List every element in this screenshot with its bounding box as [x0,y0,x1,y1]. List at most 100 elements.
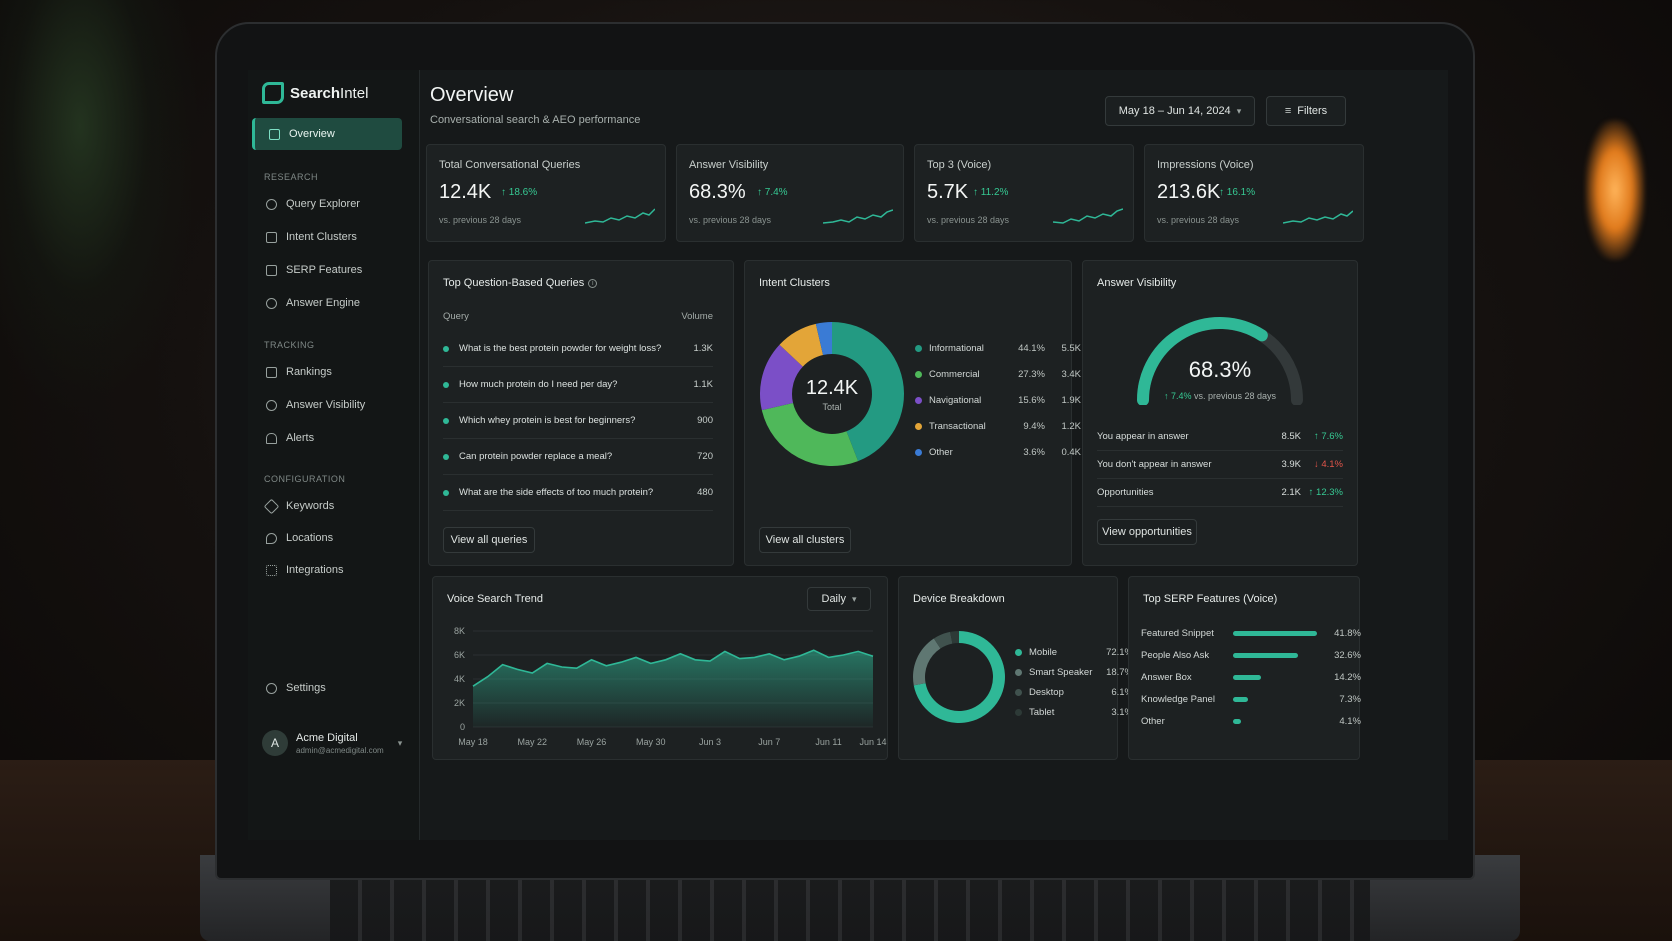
sidebar-item-query-explorer[interactable]: Query Explorer [252,188,402,220]
kpi-card-total-queries[interactable]: Total Conversational Queries 12.4K ↑ 18.… [426,144,666,242]
sidebar-item-alerts[interactable]: Alerts [252,422,402,454]
table-row[interactable]: What are the side effects of too much pr… [443,475,713,511]
sidebar-item-integrations[interactable]: Integrations [252,554,402,586]
serp-name: Answer Box [1141,671,1192,683]
granularity-select[interactable]: Daily ▾ [807,587,871,611]
sidebar-item-serp-features[interactable]: SERP Features [252,254,402,286]
visibility-row-appear[interactable]: You appear in answer 8.5K ↑ 7.6% [1097,423,1343,451]
voice-trend-chart: 0 2K 4K 6K 8K May 18 May 22 May 26 May 30 Jun 3 Ju… [454,626,887,747]
serp-row[interactable]: People Also Ask 32.6% [1141,645,1361,665]
legend-name: Smart Speaker [1029,667,1093,678]
section-configuration: CONFIGURATION [264,474,346,484]
kpi-card-answer-visibility[interactable]: Answer Visibility 68.3% ↑ 7.4% vs. previ… [676,144,904,242]
query-volume: 1.3K [693,343,713,354]
sidebar-item-rankings[interactable]: Rankings [252,356,402,388]
sidebar-item-answer-engine[interactable]: Answer Engine [252,287,402,319]
sidebar-item-keywords[interactable]: Keywords [252,490,402,522]
serp-row[interactable]: Answer Box 14.2% [1141,667,1361,687]
query-text: How much protein do I need per day? [459,379,618,390]
serp-bar [1233,718,1242,724]
kpi-note: vs. previous 28 days [1157,215,1240,225]
slice-smart-speaker [913,638,941,686]
visibility-row-not-appear[interactable]: You don't appear in answer 3.9K ↓ 4.1% [1097,451,1343,479]
account-switcher[interactable]: A Acme Digital admin@acmedigital.com ▾ [262,730,412,756]
clusters-icon [266,231,277,243]
legend-row-informational[interactable]: Informational 44.1% 5.5K [915,343,1081,354]
legend-row-transactional[interactable]: Transactional 9.4% 1.2K [915,421,1081,432]
date-range-picker[interactable]: May 18 – Jun 14, 2024 ▾ [1105,96,1255,126]
kpi-card-impressions-voice[interactable]: Impressions (Voice) 213.6K ↑ 16.1% vs. p… [1144,144,1364,242]
kpi-value: 12.4K [439,181,492,203]
legend-val: 5.5K [1061,343,1081,354]
serp-row[interactable]: Featured Snippet 41.8% [1141,623,1361,643]
legend-name: Mobile [1029,647,1057,658]
legend-name: Other [929,447,953,458]
kpi-delta: ↑ 11.2% [973,187,1009,198]
table-row[interactable]: How much protein do I need per day? 1.1K [443,367,713,403]
legend-row-commercial[interactable]: Commercial 27.3% 3.4K [915,369,1081,380]
sidebar-item-intent-clusters[interactable]: Intent Clusters [252,221,402,253]
table-row[interactable]: Can protein powder replace a meal? 720 [443,439,713,475]
legend-row-smart-speaker[interactable]: Smart Speaker 18.7% [1015,667,1133,678]
info-icon[interactable]: i [588,278,598,288]
sidebar-item-label: Settings [286,682,326,694]
row-dot [443,381,449,388]
sparkline [585,208,655,224]
legend-row-other[interactable]: Other 3.6% 0.4K [915,447,1081,458]
y-tick-label: 2K [454,698,465,708]
kpi-value: 68.3% [689,181,746,203]
voice-trend-card: Voice Search Trend Daily ▾ 0 2K 4K 6K 8K May … [432,576,888,760]
background-plant [0,0,200,420]
sidebar-item-answer-visibility[interactable]: Answer Visibility [252,389,402,421]
table-row[interactable]: What is the best protein powder for weig… [443,331,713,367]
integrations-icon [266,564,277,576]
donut-center-value: 12.4K [805,376,859,399]
row-delta: ↑ 7.6% [1313,431,1343,442]
kpi-label: Total Conversational Queries [439,159,581,171]
section-tracking: TRACKING [264,340,315,350]
sidebar-item-locations[interactable]: Locations [252,522,402,554]
view-opportunities-button[interactable]: View opportunities [1097,519,1197,545]
row-name: You appear in answer [1097,431,1189,442]
laptop-keyboard [330,875,1370,941]
serp-row[interactable]: Knowledge Panel 7.3% [1141,689,1361,709]
kpi-delta: ↑ 7.4% [757,187,788,198]
sidebar-item-overview[interactable]: Overview [252,118,402,150]
serp-track [1233,696,1323,702]
legend-name: Transactional [929,421,986,432]
row-dot [443,489,449,496]
row-dot [443,453,449,460]
serp-name: People Also Ask [1141,649,1210,661]
serp-pct: 32.6% [1334,649,1361,661]
legend-pct: 9.4% [1023,421,1045,432]
serp-track [1233,718,1323,724]
legend-row-navigational[interactable]: Navigational 15.6% 1.9K [915,395,1081,406]
legend-row-desktop[interactable]: Desktop 6.1% [1015,687,1133,698]
x-tick-label: May 26 [577,737,607,747]
column-header-query: Query [443,311,469,322]
filters-button[interactable]: ≡ Filters [1266,96,1346,126]
legend-dot [915,345,922,352]
visibility-row-opportunities[interactable]: Opportunities 2.1K ↑ 12.3% [1097,479,1343,507]
legend-pct: 3.1% [1111,707,1133,718]
kpi-value: 213.6K [1157,181,1221,203]
serp-row[interactable]: Other 4.1% [1141,711,1361,731]
gauge-delta-line: ↑ 7.4% vs. previous 28 days [1163,391,1277,401]
legend-pct: 18.7% [1106,667,1133,678]
table-row[interactable]: Which whey protein is best for beginners… [443,403,713,439]
kpi-card-top3-voice[interactable]: Top 3 (Voice) 5.7K ↑ 11.2% vs. previous … [914,144,1134,242]
view-all-clusters-button[interactable]: View all clusters [759,527,851,553]
y-tick-label: 8K [454,626,465,636]
view-all-queries-button[interactable]: View all queries [443,527,535,553]
page-subtitle: Conversational search & AEO performance [430,114,641,126]
legend-val: 3.4K [1061,369,1081,380]
gauge-value: 68.3% [1188,357,1252,382]
sidebar-item-label: Query Explorer [286,198,360,210]
logo[interactable]: SearchIntel [262,82,368,104]
sidebar-item-settings[interactable]: Settings [252,672,402,704]
legend-row-mobile[interactable]: Mobile 72.1% [1015,647,1133,658]
legend-row-tablet[interactable]: Tablet 3.1% [1015,707,1133,718]
legend-pct: 15.6% [1018,395,1045,406]
query-volume: 900 [697,415,713,426]
legend-name: Desktop [1029,687,1064,698]
